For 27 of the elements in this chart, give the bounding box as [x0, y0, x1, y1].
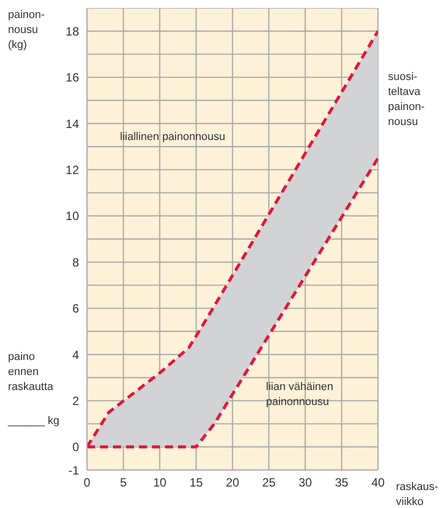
y-tick-label: 6 [72, 302, 80, 316]
y-tick-label: 0 [72, 440, 80, 454]
annotation: liiallinen painonnousu [120, 130, 226, 145]
x-tick-label: 40 [371, 476, 385, 490]
y-tick-label: 16 [66, 70, 80, 85]
y-tick-label: 8 [72, 255, 80, 270]
y-tick-label: -1 [68, 463, 80, 478]
text: ______ kg [8, 414, 60, 429]
y-tick-label: 2 [72, 394, 80, 408]
y-tick-label: 4 [72, 348, 80, 362]
x-tick-label: 35 [334, 476, 349, 490]
x-tick-label: 10 [153, 476, 167, 490]
x-tick-label: 0 [84, 476, 91, 490]
annotation: liian vähäinen painonnousu [266, 380, 334, 410]
x-tick-label: 25 [262, 476, 276, 490]
x-tick-label: 30 [298, 476, 312, 490]
y-tick-label: 18 [66, 24, 80, 38]
x-tick-label: 5 [120, 476, 128, 490]
x-axis-title: raskaus- viikko [396, 480, 438, 508]
y-axis-title: painon- nousu (kg) [8, 8, 45, 53]
y-tick-label: 12 [66, 162, 80, 177]
text: suosi- teltava painon- nousu [388, 70, 425, 130]
y-tick-label: 10 [66, 209, 80, 224]
x-tick-label: 20 [226, 476, 240, 490]
text: paino ennen raskautta [8, 350, 54, 395]
x-tick-label: 15 [189, 476, 204, 490]
y-tick-label: 14 [66, 116, 80, 131]
